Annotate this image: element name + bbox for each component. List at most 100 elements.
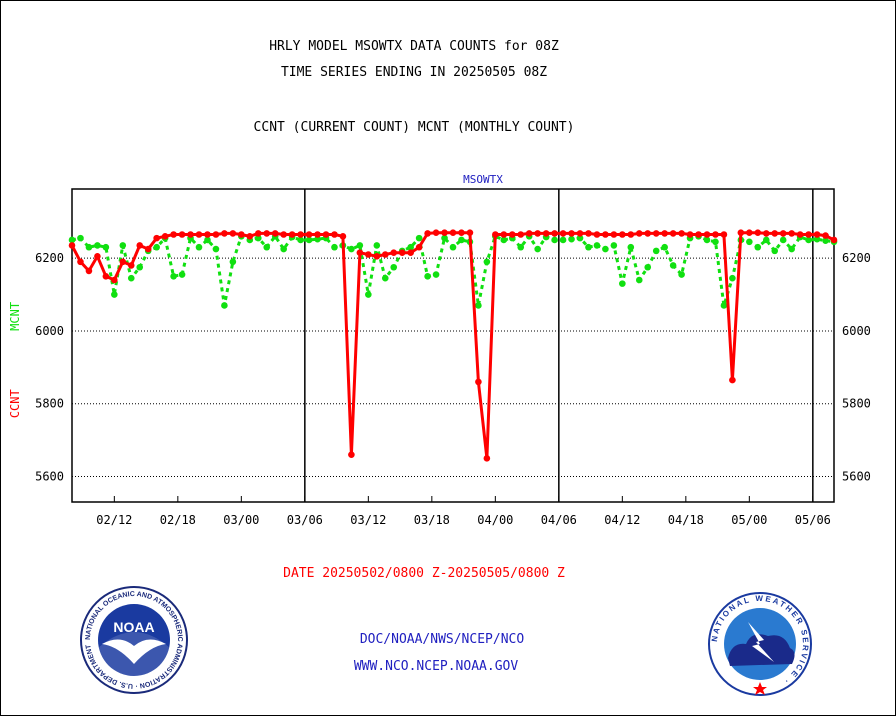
point-mcnt bbox=[627, 243, 635, 251]
point-ccnt bbox=[221, 230, 228, 237]
point-mcnt bbox=[669, 262, 677, 269]
point-ccnt bbox=[602, 231, 609, 238]
chart-subtitle: CCNT (CURRENT COUNT) MCNT (MONTHLY COUNT… bbox=[253, 120, 575, 135]
nco-path-link[interactable]: DOC/NOAA/NWS/NCEP/NCO bbox=[359, 632, 525, 647]
point-ccnt bbox=[398, 249, 406, 256]
point-mcnt bbox=[407, 243, 414, 251]
point-mcnt bbox=[102, 243, 110, 251]
point-ccnt bbox=[204, 231, 211, 238]
point-mcnt bbox=[593, 242, 601, 249]
point-mcnt bbox=[136, 263, 144, 271]
point-mcnt bbox=[441, 234, 448, 242]
point-ccnt bbox=[652, 230, 660, 237]
x-tick-label: 05/06 bbox=[795, 513, 831, 527]
point-ccnt bbox=[695, 231, 702, 238]
point-ccnt bbox=[161, 233, 169, 240]
point-ccnt bbox=[559, 230, 567, 237]
point-ccnt bbox=[762, 230, 770, 237]
point-ccnt bbox=[441, 229, 448, 236]
point-mcnt bbox=[517, 243, 525, 251]
point-ccnt bbox=[627, 231, 635, 238]
point-ccnt bbox=[144, 245, 152, 253]
nco-website-link[interactable]: WWW.NCO.NCEP.NOAA.GOV bbox=[353, 659, 519, 674]
point-mcnt bbox=[314, 235, 321, 243]
y-tick-label-left: 6200 bbox=[35, 251, 64, 265]
point-ccnt bbox=[297, 231, 304, 238]
point-ccnt bbox=[415, 243, 423, 251]
x-tick-label: 03/00 bbox=[223, 513, 259, 527]
point-mcnt bbox=[720, 302, 728, 309]
point-ccnt bbox=[288, 231, 296, 238]
point-mcnt bbox=[221, 302, 228, 309]
y-tick-label-right: 6000 bbox=[842, 324, 871, 338]
point-ccnt bbox=[187, 231, 194, 238]
point-ccnt bbox=[788, 230, 795, 237]
point-ccnt bbox=[771, 230, 779, 237]
point-ccnt bbox=[102, 273, 110, 280]
point-mcnt bbox=[458, 236, 465, 244]
point-ccnt bbox=[85, 267, 93, 275]
point-mcnt bbox=[331, 243, 338, 251]
point-mcnt bbox=[229, 258, 237, 266]
point-mcnt bbox=[712, 238, 719, 246]
point-ccnt bbox=[661, 230, 668, 237]
point-ccnt bbox=[822, 232, 829, 239]
point-mcnt bbox=[661, 243, 668, 251]
x-tick-label: 05/00 bbox=[731, 513, 767, 527]
point-mcnt bbox=[602, 245, 609, 253]
point-mcnt bbox=[195, 243, 203, 251]
point-ccnt bbox=[339, 233, 347, 240]
point-mcnt bbox=[559, 236, 567, 244]
point-ccnt bbox=[111, 276, 118, 284]
point-mcnt bbox=[762, 236, 770, 244]
chart-station-title: MSOWTX bbox=[463, 173, 503, 186]
point-ccnt bbox=[542, 230, 550, 237]
point-ccnt bbox=[678, 230, 685, 237]
point-mcnt bbox=[483, 258, 491, 266]
point-ccnt bbox=[314, 231, 321, 238]
point-ccnt bbox=[585, 230, 592, 237]
point-mcnt bbox=[805, 236, 812, 244]
chart-title-line2: TIME SERIES ENDING IN 20250505 08Z bbox=[280, 65, 548, 80]
point-ccnt bbox=[508, 231, 516, 238]
point-ccnt bbox=[551, 230, 558, 237]
point-ccnt bbox=[475, 378, 482, 386]
point-ccnt bbox=[568, 230, 575, 237]
point-mcnt bbox=[170, 273, 177, 280]
point-ccnt bbox=[432, 229, 440, 236]
point-mcnt bbox=[178, 271, 186, 278]
point-mcnt bbox=[585, 243, 592, 251]
point-mcnt bbox=[746, 238, 753, 246]
point-ccnt bbox=[746, 229, 753, 236]
point-mcnt bbox=[475, 302, 482, 309]
point-ccnt bbox=[534, 230, 541, 237]
point-ccnt bbox=[356, 249, 364, 256]
point-mcnt bbox=[204, 236, 211, 244]
point-mcnt bbox=[356, 242, 364, 249]
point-mcnt bbox=[77, 234, 84, 242]
y-axis-label-mcnt: MCNT bbox=[8, 302, 22, 331]
point-ccnt bbox=[779, 230, 787, 237]
point-ccnt bbox=[525, 230, 533, 237]
point-ccnt bbox=[703, 231, 711, 238]
point-mcnt bbox=[348, 245, 355, 253]
point-ccnt bbox=[796, 231, 804, 238]
x-tick-label: 03/18 bbox=[414, 513, 450, 527]
point-ccnt bbox=[280, 231, 287, 238]
point-mcnt bbox=[297, 236, 304, 244]
point-mcnt bbox=[788, 245, 795, 253]
series-line-ccnt bbox=[70, 231, 835, 459]
point-ccnt bbox=[449, 229, 457, 236]
point-ccnt bbox=[331, 231, 338, 238]
nws-logo: NATIONAL WEATHER SERVICE · bbox=[708, 592, 812, 696]
y-tick-label-left: 5600 bbox=[35, 470, 64, 484]
point-ccnt bbox=[136, 242, 144, 249]
point-ccnt bbox=[483, 455, 491, 462]
point-ccnt bbox=[669, 230, 677, 237]
point-ccnt bbox=[576, 230, 584, 237]
point-mcnt bbox=[424, 273, 431, 280]
x-tick-label: 04/00 bbox=[477, 513, 513, 527]
point-ccnt bbox=[254, 230, 262, 237]
point-ccnt bbox=[153, 234, 160, 242]
